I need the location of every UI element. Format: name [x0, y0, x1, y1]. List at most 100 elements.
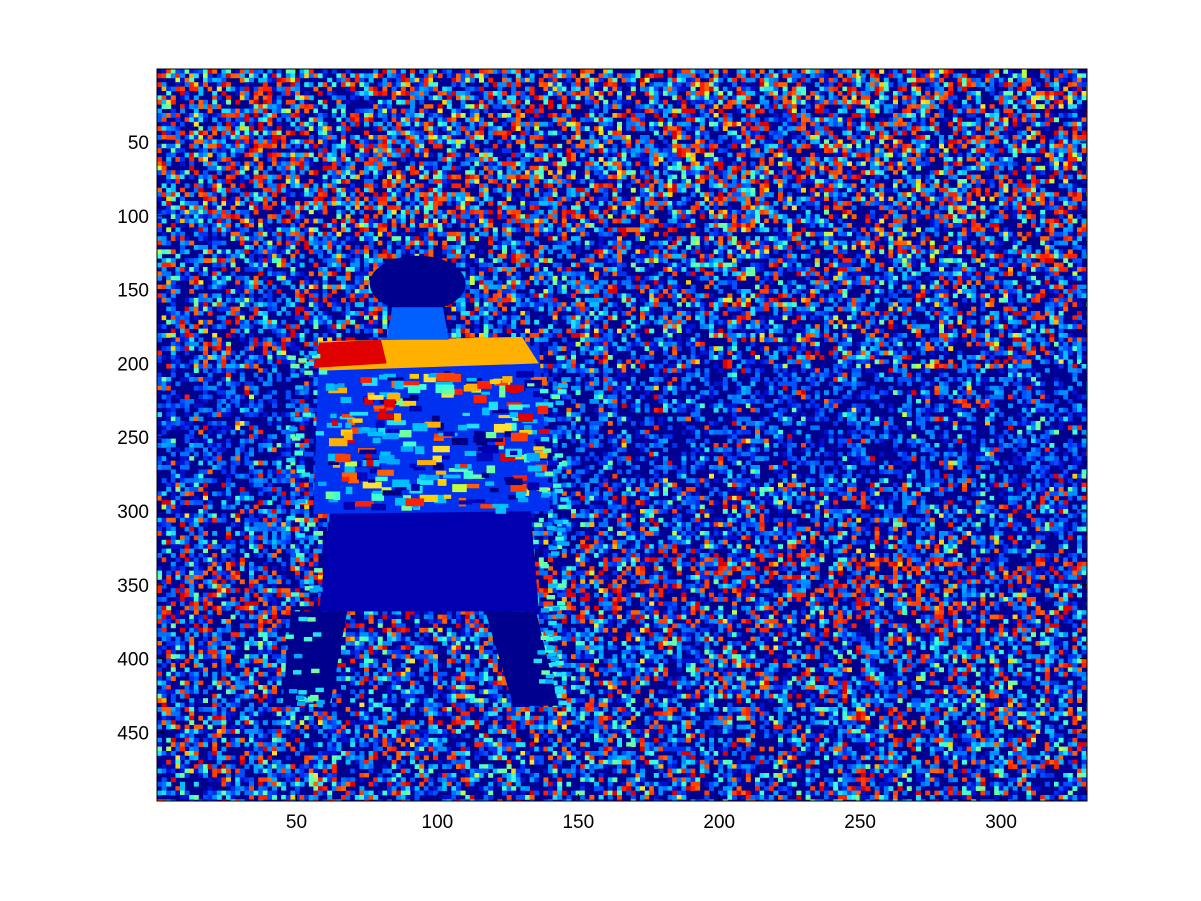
heatmap-cell	[612, 144, 617, 149]
heatmap-cell	[603, 170, 608, 175]
heatmap-cell	[1054, 69, 1059, 74]
heatmap-cell	[691, 170, 696, 175]
heatmap-cell	[1040, 197, 1045, 202]
heatmap-cell	[525, 82, 530, 87]
heatmap-cell	[898, 219, 903, 224]
heatmap-cell	[479, 223, 484, 228]
heatmap-cell	[290, 131, 295, 136]
heatmap-cell	[672, 122, 677, 127]
heatmap-cell	[994, 148, 999, 153]
heatmap-cell	[313, 117, 318, 122]
heatmap-cell	[672, 73, 677, 78]
heatmap-cell	[189, 227, 194, 232]
heatmap-cell	[861, 192, 866, 197]
heatmap-cell	[175, 73, 180, 78]
heatmap-cell	[957, 188, 962, 193]
heatmap-cell	[1022, 113, 1027, 118]
heatmap-cell	[833, 122, 838, 127]
heatmap-cell	[654, 100, 659, 105]
heatmap-cell	[944, 82, 949, 87]
heatmap-cell	[254, 109, 259, 114]
heatmap-cell	[263, 188, 268, 193]
heatmap-cell	[332, 188, 337, 193]
heatmap-cell	[921, 139, 926, 144]
heatmap-cell	[737, 183, 742, 188]
heatmap-cell	[557, 126, 562, 131]
heatmap-cell	[428, 179, 433, 184]
heatmap-cell	[424, 214, 429, 219]
heatmap-cell	[773, 175, 778, 180]
heatmap-cell	[778, 139, 783, 144]
heatmap-cell	[1059, 144, 1064, 149]
heatmap-cell	[451, 122, 456, 127]
heatmap-cell	[1072, 109, 1077, 114]
heatmap-cell	[1072, 69, 1077, 74]
heatmap-cell	[258, 87, 263, 92]
heatmap-cell	[240, 210, 245, 215]
heatmap-cell	[507, 183, 512, 188]
heatmap-cell	[1003, 139, 1008, 144]
heatmap-cell	[231, 131, 236, 136]
heatmap-cell	[806, 131, 811, 136]
heatmap-cell	[1077, 214, 1082, 219]
heatmap-cell	[428, 95, 433, 100]
heatmap-cell	[470, 175, 475, 180]
heatmap-cell	[217, 148, 222, 153]
heatmap-cell	[875, 161, 880, 166]
heatmap-cell	[290, 214, 295, 219]
heatmap-cell	[599, 166, 604, 171]
heatmap-cell	[985, 166, 990, 171]
heatmap-cell	[189, 73, 194, 78]
heatmap-cell	[231, 161, 236, 166]
heatmap-cell	[769, 219, 774, 224]
heatmap-cell	[1082, 214, 1087, 219]
heatmap-cell	[755, 197, 760, 202]
heatmap-cell	[1054, 104, 1059, 109]
heatmap-cell	[488, 161, 493, 166]
heatmap-cell	[387, 192, 392, 197]
heatmap-cell	[589, 205, 594, 210]
heatmap-cell	[1031, 87, 1036, 92]
heatmap-cell	[543, 100, 548, 105]
heatmap-cell	[1031, 104, 1036, 109]
heatmap-cell	[815, 82, 820, 87]
heatmap-cell	[189, 201, 194, 206]
heatmap-cell	[764, 166, 769, 171]
heatmap-cell	[691, 188, 696, 193]
heatmap-cell	[543, 91, 548, 96]
heatmap-cell	[387, 95, 392, 100]
heatmap-cell	[916, 223, 921, 228]
heatmap-cell	[806, 170, 811, 175]
heatmap-cell	[516, 113, 521, 118]
heatmap-cell	[221, 157, 226, 162]
heatmap-cell	[677, 210, 682, 215]
heatmap-cell	[189, 210, 194, 215]
heatmap-cell	[258, 139, 263, 144]
heatmap-cell	[723, 87, 728, 92]
heatmap-cell	[815, 192, 820, 197]
heatmap-cell	[999, 135, 1004, 140]
heatmap-cell	[1022, 87, 1027, 92]
heatmap-cell	[783, 126, 788, 131]
heatmap-cell	[392, 183, 397, 188]
heatmap-cell	[718, 95, 723, 100]
heatmap-cell	[267, 126, 272, 131]
heatmap-cell	[815, 219, 820, 224]
heatmap-cell	[911, 161, 916, 166]
heatmap-cell	[1031, 117, 1036, 122]
heatmap-cell	[166, 122, 171, 127]
heatmap-cell	[714, 117, 719, 122]
heatmap-cell	[957, 161, 962, 166]
heatmap-cell	[888, 148, 893, 153]
heatmap-cell	[948, 104, 953, 109]
heatmap-cell	[1068, 144, 1073, 149]
heatmap-cell	[718, 166, 723, 171]
heatmap-cell	[737, 197, 742, 202]
heatmap-cell	[589, 161, 594, 166]
heatmap-cell	[796, 161, 801, 166]
heatmap-cell	[870, 109, 875, 114]
heatmap-cell	[861, 153, 866, 158]
heatmap-cell	[562, 161, 567, 166]
heatmap-cell	[300, 161, 305, 166]
heatmap-cell	[198, 131, 203, 136]
